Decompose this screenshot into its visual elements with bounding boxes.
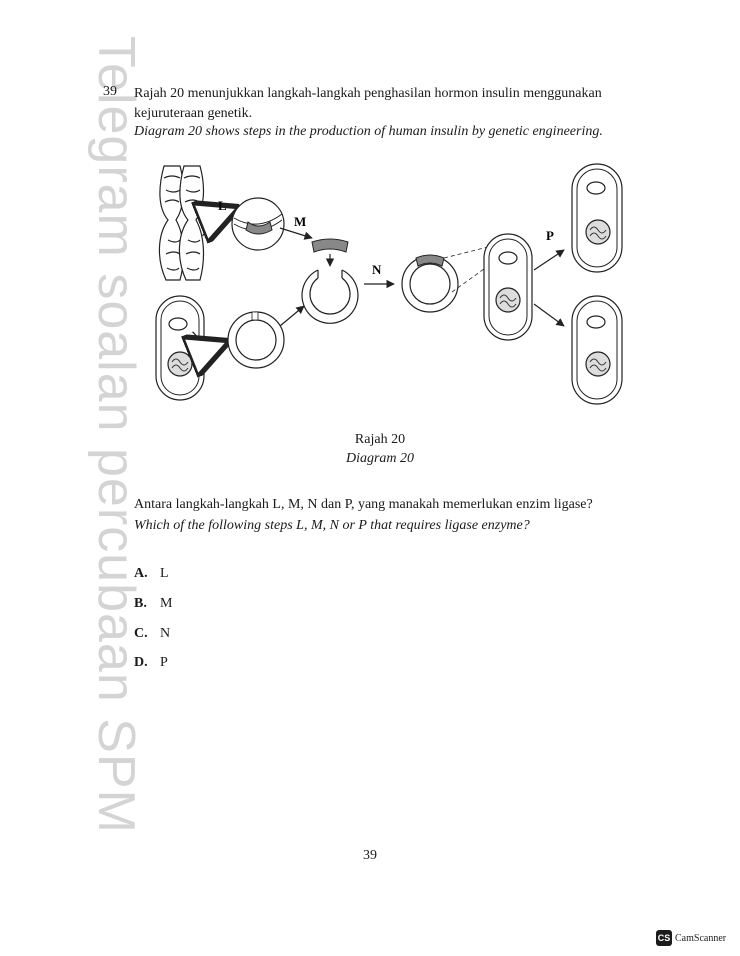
dna-segment-circle [231, 197, 285, 251]
diagram-caption-english: Diagram 20 [345, 451, 415, 466]
daughter-bacterium-bottom [571, 295, 623, 405]
question-number: 39 [103, 84, 117, 99]
option-text: P [160, 655, 168, 670]
option-text: L [160, 566, 169, 581]
question-stem-malay: Rajah 20 menunjukkan langkah-langkah pen… [134, 86, 602, 121]
option-b[interactable]: B. M [134, 596, 172, 612]
daughter-bacterium-top [571, 163, 623, 273]
diagram-caption-malay: Rajah 20 [354, 432, 406, 447]
option-text: N [160, 626, 171, 641]
insulin-gene-in-dna [245, 221, 273, 235]
watermark: Telegram soalan percubaan SPM [87, 36, 145, 834]
prompt-english: Which of the following steps L, M, N or … [134, 518, 530, 533]
isolated-plasmid [227, 311, 285, 369]
host-bacterium [483, 233, 533, 341]
camscanner-logo-icon: CS [656, 930, 672, 946]
human-chromosome [158, 165, 205, 281]
recombinant-plasmid [401, 254, 459, 313]
option-a[interactable]: A. L [134, 566, 169, 582]
option-letter: D. [134, 655, 148, 670]
prompt-malay: Antara langkah-langkah L, M, N dan P, ya… [134, 497, 593, 512]
page-number: 39 [363, 848, 377, 863]
step-label-l: L [218, 198, 227, 213]
genetic-engineering-diagram: L M N [155, 163, 623, 405]
option-c[interactable]: C. N [134, 626, 170, 642]
question-stem-english: Diagram 20 shows steps in the production… [134, 124, 603, 139]
camscanner-label: CamScanner [675, 932, 727, 944]
option-letter: A. [134, 566, 148, 581]
option-text: M [160, 596, 173, 611]
step-label-m: M [294, 214, 306, 229]
donor-bacterium [155, 295, 205, 401]
camscanner-badge: CS CamScanner [656, 930, 726, 946]
isolated-insulin-gene [311, 238, 349, 253]
option-d[interactable]: D. P [134, 655, 168, 671]
open-plasmid [301, 269, 359, 324]
option-letter: B. [134, 596, 147, 611]
step-label-n: N [372, 262, 382, 277]
option-letter: C. [134, 626, 148, 641]
step-label-p: P [546, 228, 554, 243]
